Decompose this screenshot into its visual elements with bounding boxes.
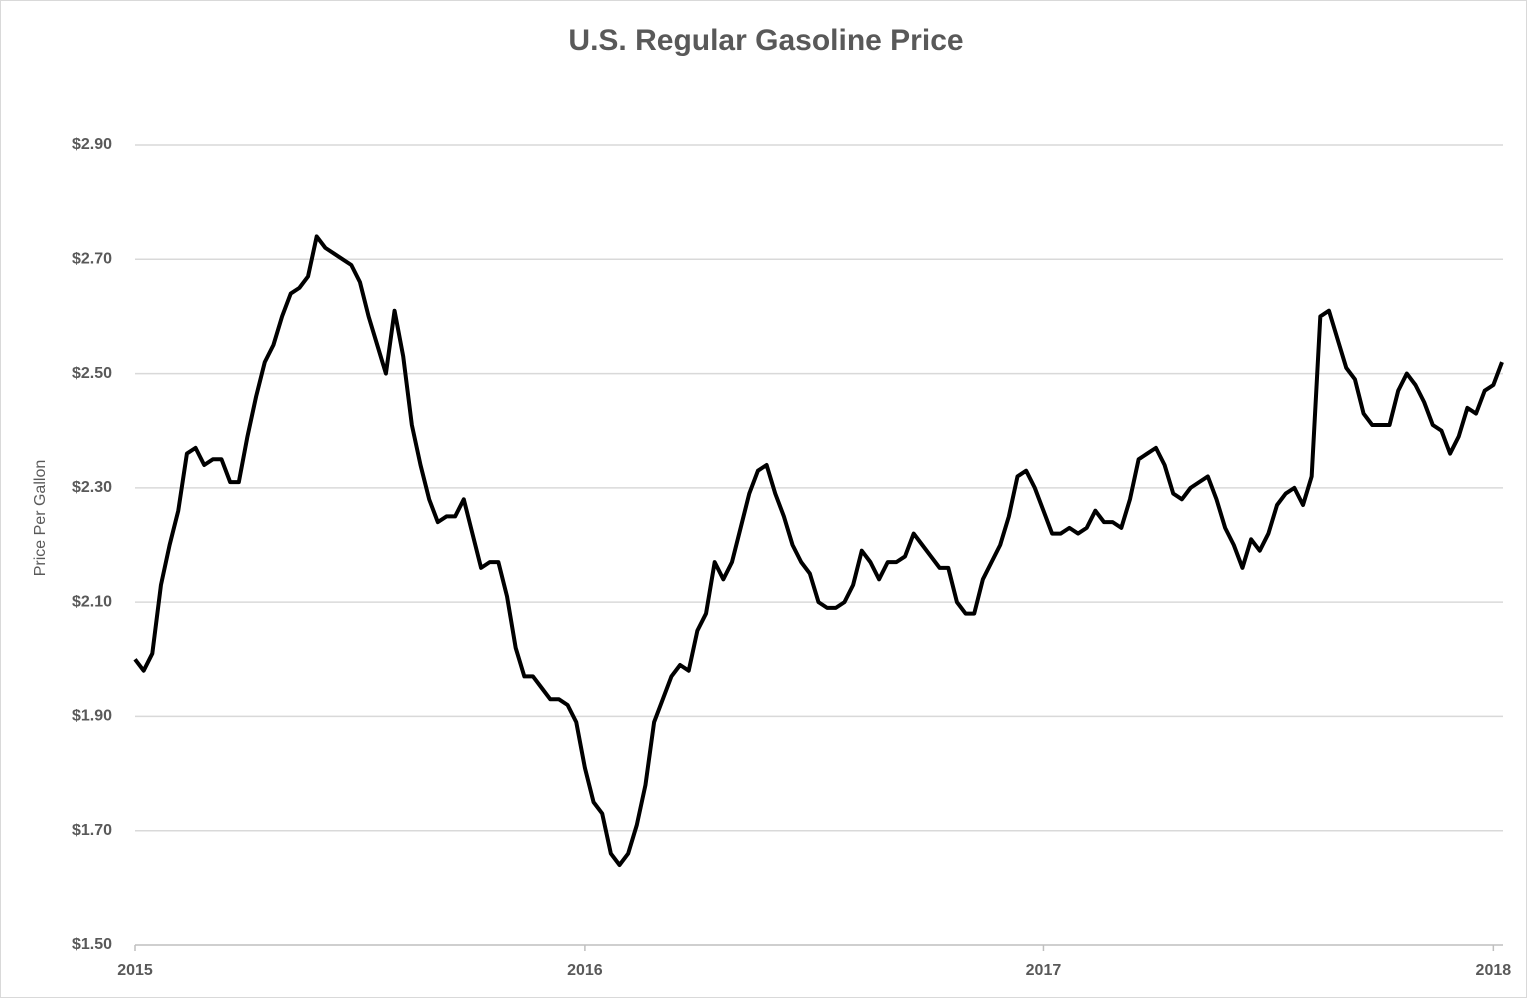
y-tick-label: $2.30 <box>72 479 112 496</box>
price-line <box>133 234 1504 867</box>
y-axis-label: Price Per Gallon <box>32 460 49 577</box>
y-tick-label: $2.50 <box>72 365 112 382</box>
y-tick-label: $1.50 <box>72 936 112 953</box>
chart-title: U.S. Regular Gasoline Price <box>568 24 963 57</box>
x-tick-label: 2016 <box>567 962 603 979</box>
x-tick-label: 2018 <box>1476 962 1512 979</box>
x-tick-label: 2015 <box>117 962 153 979</box>
y-tick-label: $2.90 <box>72 136 112 153</box>
y-tick-label: $2.70 <box>72 251 112 268</box>
y-tick-label: $1.70 <box>72 822 112 839</box>
x-tick-label: 2017 <box>1026 962 1062 979</box>
y-tick-label: $2.10 <box>72 593 112 610</box>
y-tick-label: $1.90 <box>72 708 112 725</box>
